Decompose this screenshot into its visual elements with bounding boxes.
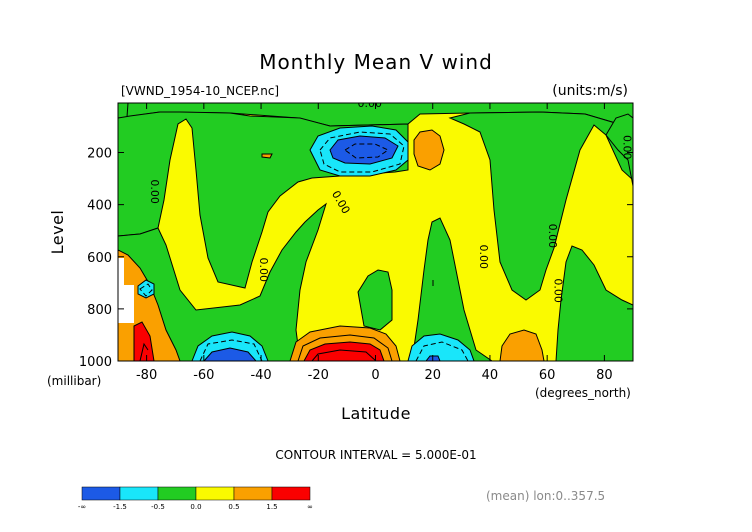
positive-wind-regions — [118, 129, 545, 361]
y-tick-label: 800 — [87, 303, 112, 318]
y-tick-label: 400 — [87, 199, 112, 214]
colorbar-label: ∞ — [307, 503, 313, 511]
y-axis-title: Level — [48, 210, 67, 255]
region-red-equator-low — [303, 341, 385, 361]
y-axis: 200 400 600 800 1000 — [79, 147, 633, 370]
contour-solid-equator-1 — [297, 334, 393, 361]
region-cyan-north-low — [407, 333, 475, 361]
region-orange-north-low — [499, 329, 545, 361]
contour-interval-text: CONTOUR INTERVAL = 5.000E-01 — [275, 448, 476, 462]
contour-label: 0.00 — [552, 278, 565, 303]
contour-label: 0.00 — [257, 258, 270, 283]
contour-label: 0.00 — [358, 97, 383, 110]
x-tick-label: 40 — [482, 368, 499, 383]
contour-label: 0.00 — [148, 179, 161, 204]
contour-dashed-jet-inner — [344, 143, 389, 159]
contour-label: 0.00 — [477, 245, 490, 270]
region-red-south-pole — [133, 321, 155, 361]
contour-dashed-polar-blob — [139, 283, 153, 297]
contour-label-group: 0.00 — [620, 135, 633, 160]
y-tick-label: 600 — [87, 251, 112, 266]
x-tick-label: -20 — [308, 368, 329, 383]
chart-title: Monthly Mean V wind — [259, 50, 493, 74]
contour-label-group: 0.00 — [546, 224, 559, 249]
contour-dashed-south-low — [199, 339, 263, 361]
x-axis-title: Latitude — [341, 404, 411, 423]
region-green-north-mid — [448, 111, 633, 301]
negative-contour-lines — [139, 131, 469, 361]
colorbar-swatch — [195, 486, 235, 501]
colorbar-label: -0.5 — [151, 503, 165, 511]
y-tick-label: 200 — [87, 147, 112, 162]
region-orange-mid-sliver — [261, 153, 273, 159]
x-tick-label: 0 — [371, 368, 379, 383]
region-green-equatorial-low — [357, 269, 393, 331]
region-undefined — [118, 258, 134, 323]
contour-solid-polar — [139, 342, 149, 361]
contour-label-group: 0.00 — [257, 258, 270, 283]
colorbar-swatch — [157, 486, 197, 501]
y-tick-label: 1000 — [79, 355, 112, 370]
region-green-north-low — [411, 217, 493, 361]
colorbar: -∞ -1.5 -0.5 0.0 0.5 1.5 ∞ — [78, 486, 313, 511]
colorbar-swatch — [233, 486, 273, 501]
region-green-south-lower — [118, 202, 327, 361]
negative-wind-regions — [118, 103, 633, 361]
region-cyan-south-pole-blob — [137, 279, 155, 299]
contour-label-group: 0.00 — [148, 179, 161, 204]
region-green-polar-north-high — [605, 113, 633, 187]
contour-label: 0.00 — [546, 224, 559, 249]
region-green-polar-north — [555, 245, 633, 361]
colorbar-label: 0.5 — [228, 503, 239, 511]
colorbar-swatch — [271, 486, 311, 501]
x-tick-label: 20 — [424, 368, 441, 383]
region-blue-south-low — [203, 347, 257, 361]
plot-area: 0.000.000.000.000.000.000.000.00 — [118, 97, 633, 361]
contour-label-group: 0.00 — [552, 278, 565, 303]
x-tick-label: -40 — [250, 368, 271, 383]
x-tick-label: 60 — [539, 368, 556, 383]
colorbar-label: 0.0 — [190, 503, 201, 511]
colorbar-label: -∞ — [78, 503, 86, 511]
x-tick-label: -80 — [136, 368, 157, 383]
footer-note: (mean) lon:0..357.5 — [486, 489, 605, 503]
colorbar-swatch — [81, 486, 121, 501]
colorbar-label: -1.5 — [113, 503, 127, 511]
chart-subtitle-right: (units:m/s) — [552, 83, 628, 99]
positive-contour-lines — [139, 280, 434, 361]
contour-label-group: 0.00 — [358, 97, 383, 110]
x-tick-label: -60 — [193, 368, 214, 383]
colorbar-swatch — [119, 486, 159, 501]
chart-subtitle-left: [VWND_1954-10_NCEP.nc] — [121, 84, 279, 98]
region-orange-north-high — [413, 129, 445, 171]
region-blue-upper-jet — [329, 135, 399, 165]
x-tick-label: 80 — [596, 368, 613, 383]
x-axis: -80 -60 -40 -20 0 20 40 60 80 — [136, 103, 613, 383]
y-axis-unit: (millibar) — [47, 374, 101, 388]
contour-solid-equator-2 — [311, 349, 377, 361]
contour-label-group: 0.00 — [477, 245, 490, 270]
strong-negative-regions — [137, 125, 475, 361]
contour-label: 0.00 — [620, 135, 633, 160]
contour-dashed-north-low — [415, 341, 469, 361]
x-axis-unit: (degrees_north) — [535, 386, 631, 400]
colorbar-label: 1.5 — [266, 503, 277, 511]
